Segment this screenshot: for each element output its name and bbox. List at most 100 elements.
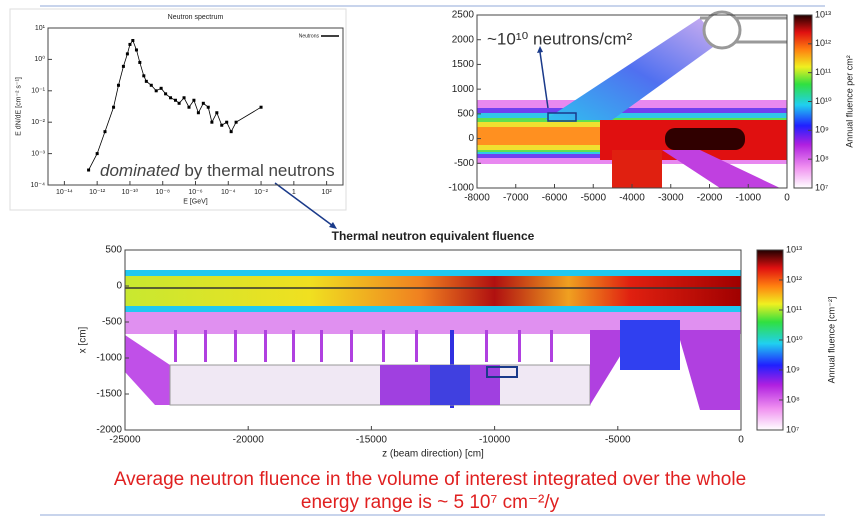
caption-line: Average neutron fluence in the volume of…	[114, 469, 746, 490]
x-axis-label: E [GeV]	[183, 199, 208, 206]
colorbar-tick-label: 10¹²	[786, 274, 802, 284]
point	[96, 152, 99, 155]
x-tick-label: 10⁻¹⁴	[56, 189, 73, 196]
point	[187, 106, 190, 109]
colorbar-tick-label: 10¹¹	[815, 67, 831, 77]
y-tick-label: 10⁻¹	[31, 88, 45, 95]
y-tick-label: -1000	[448, 183, 474, 194]
y-tick-label: 500	[105, 245, 122, 256]
point	[202, 102, 205, 105]
point	[122, 65, 125, 68]
point	[164, 92, 167, 95]
point	[210, 121, 213, 124]
point	[87, 169, 90, 172]
y-axis-label: E dN/dE [cm⁻² s⁻¹]	[15, 77, 22, 136]
colorbar-tick-label: 10¹¹	[786, 304, 802, 314]
legend-label: Neutrons	[299, 33, 320, 39]
x-tick-label: -4000	[619, 193, 645, 204]
caption-line: energy range is ~ 5 10⁷ cm⁻²/y	[301, 492, 560, 513]
x-tick-label: 10⁻⁶	[188, 189, 202, 196]
point	[112, 106, 115, 109]
x-tick-label: 1	[292, 189, 296, 196]
annotation-text: by thermal neutrons	[184, 161, 334, 180]
colorbar-tick-label: 10¹²	[815, 38, 831, 48]
point	[155, 89, 158, 92]
y-tick-label: -1500	[96, 389, 122, 400]
x-tick-label: -1000	[735, 193, 761, 204]
point	[215, 111, 218, 114]
colorbar-label: Annual fluence per cm²	[844, 55, 854, 148]
point	[183, 96, 186, 99]
x-tick-label: -10000	[479, 435, 511, 446]
y-tick-label: 2000	[452, 34, 475, 45]
point	[142, 74, 145, 77]
x-axis-label: z (beam direction) [cm]	[382, 449, 484, 460]
y-tick-label: 0	[116, 281, 122, 292]
point	[117, 84, 120, 87]
point	[178, 102, 181, 105]
colorbar-tick-label: 10¹⁰	[786, 334, 803, 344]
point	[260, 106, 263, 109]
point	[197, 111, 200, 114]
point	[174, 99, 177, 102]
colorbar-tick-label: 10⁷	[815, 182, 828, 192]
colorbar-tick-label: 10⁸	[815, 154, 829, 164]
point	[235, 121, 238, 124]
x-tick-label: -5000	[605, 435, 631, 446]
y-tick-label: 500	[457, 108, 474, 119]
x-tick-label: -15000	[356, 435, 388, 446]
point	[150, 84, 153, 87]
point	[126, 52, 129, 55]
colorbar-tick-label: 10¹³	[815, 9, 831, 19]
y-tick-label: 10⁻⁴	[31, 182, 46, 189]
x-tick-label: 10⁻⁴	[221, 189, 236, 196]
x-tick-label: -25000	[109, 435, 141, 446]
y-tick-label: 1500	[452, 59, 475, 70]
point	[131, 39, 134, 42]
y-tick-label: -2000	[96, 425, 122, 436]
y-tick-label: 2500	[452, 10, 475, 21]
point	[207, 106, 210, 109]
y-tick-label: 10⁰	[34, 55, 45, 63]
x-tick-label: -2000	[697, 193, 723, 204]
point	[128, 43, 131, 46]
x-tick-label: -5000	[580, 193, 606, 204]
fluence-map-bottom	[125, 250, 741, 430]
x-tick-label: 10⁻⁸	[156, 189, 170, 196]
y-tick-label: -1000	[96, 353, 122, 364]
chart-title: Thermal neutron equivalent fluence	[332, 229, 535, 243]
point	[169, 96, 172, 99]
x-tick-label: 0	[738, 435, 744, 446]
point	[225, 121, 228, 124]
x-tick-label: -7000	[503, 193, 529, 204]
y-tick-label: 10¹	[35, 25, 46, 32]
x-tick-label: -20000	[233, 435, 265, 446]
colorbar-tick-label: 10⁸	[786, 394, 800, 404]
colorbar-tick-label: 10⁹	[786, 364, 800, 374]
y-tick-label: 10⁻³	[31, 150, 45, 157]
colorbar-label: Annual fluence [cm⁻²]	[826, 297, 836, 384]
y-tick-label: 0	[468, 133, 474, 144]
colorbar-tick-label: 10⁷	[786, 424, 799, 434]
x-tick-label: -6000	[542, 193, 568, 204]
x-tick-label: 10⁻²	[254, 189, 268, 196]
point	[220, 124, 223, 127]
point	[192, 99, 195, 102]
x-tick-label: 0	[784, 193, 790, 204]
point	[138, 61, 141, 64]
y-tick-label: 1000	[452, 84, 475, 95]
x-tick-label: 10⁻¹⁰	[122, 188, 139, 196]
colorbar-tick-label: 10¹⁰	[815, 96, 832, 106]
x-tick-label: 10²	[322, 189, 333, 196]
y-tick-label: -500	[102, 317, 122, 328]
x-tick-label: -3000	[658, 193, 684, 204]
point	[145, 80, 148, 83]
x-tick-label: -8000	[464, 193, 490, 204]
annotation-emphasis: dominated	[100, 161, 180, 180]
point	[103, 130, 106, 133]
point	[230, 130, 233, 133]
chart-title: Neutron spectrum	[168, 14, 224, 21]
slide: Average neutron fluence in the volume of…	[0, 0, 863, 519]
y-axis-label: x [cm]	[78, 326, 89, 353]
